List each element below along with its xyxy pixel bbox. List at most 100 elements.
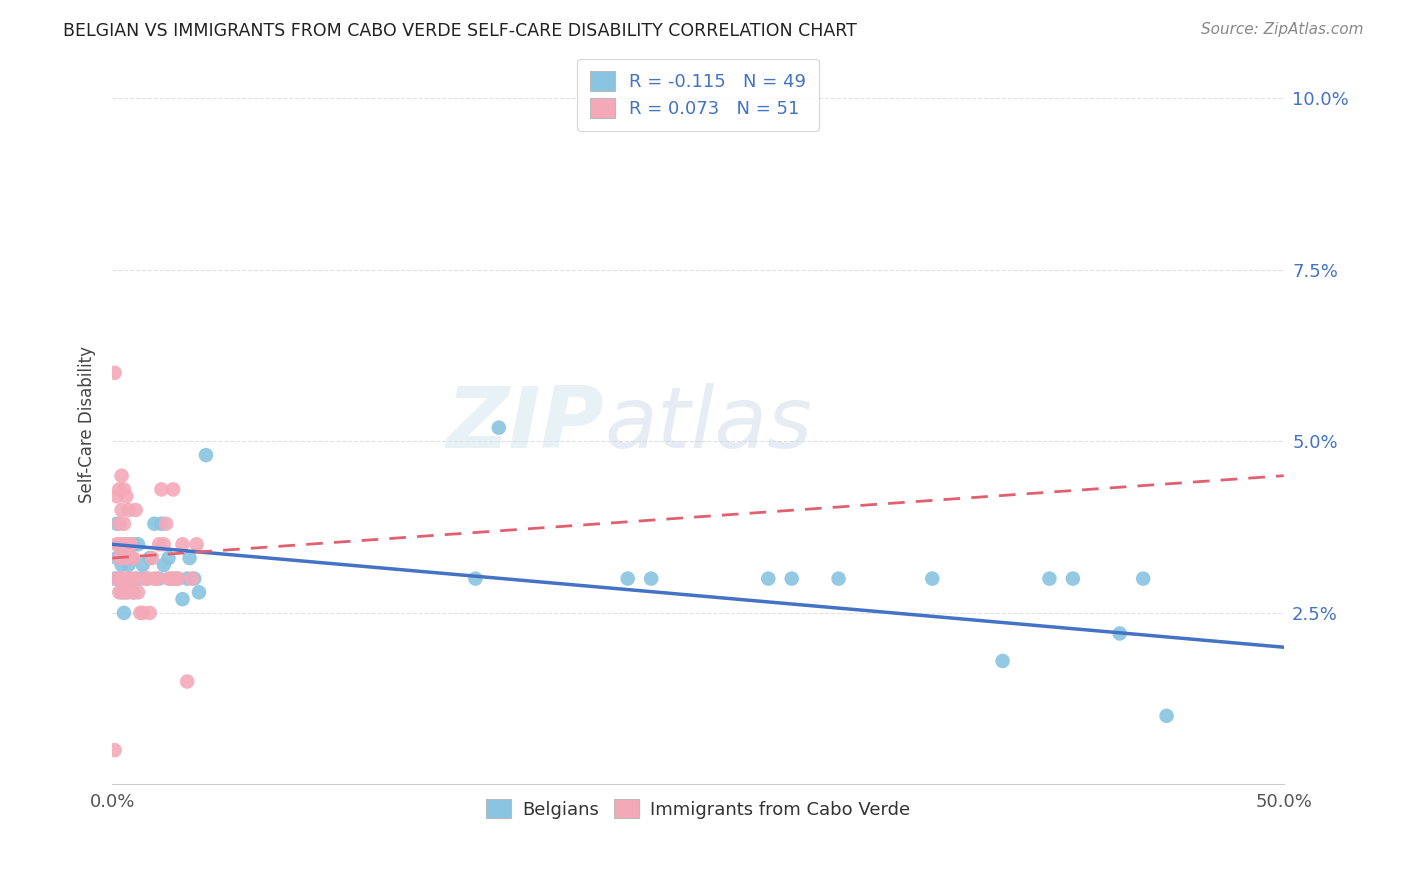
Point [117, 503, 139, 517]
Point [150, 483, 173, 497]
Point [117, 585, 139, 599]
Point [110, 558, 132, 572]
Point [127, 585, 149, 599]
Point [115, 537, 138, 551]
Point [136, 572, 159, 586]
Point [464, 572, 486, 586]
Point [162, 483, 184, 497]
Point [108, 585, 131, 599]
Point [103, 572, 125, 586]
Point [921, 572, 943, 586]
Point [176, 572, 198, 586]
Point [122, 585, 145, 599]
Point [124, 503, 146, 517]
Y-axis label: Self-Care Disability: Self-Care Disability [79, 346, 96, 503]
Point [131, 606, 153, 620]
Point [187, 585, 209, 599]
Point [827, 572, 849, 586]
Point [138, 606, 160, 620]
Point [127, 537, 149, 551]
Point [134, 572, 156, 586]
Point [162, 572, 184, 586]
Point [616, 572, 638, 586]
Point [110, 572, 132, 586]
Point [1038, 572, 1060, 586]
Point [172, 592, 194, 607]
Point [112, 516, 135, 531]
Point [1156, 708, 1178, 723]
Point [112, 483, 135, 497]
Point [148, 537, 170, 551]
Point [105, 516, 128, 531]
Point [120, 551, 142, 566]
Point [105, 489, 128, 503]
Point [112, 606, 135, 620]
Text: atlas: atlas [605, 383, 813, 466]
Point [166, 572, 188, 586]
Point [105, 551, 128, 566]
Point [152, 558, 174, 572]
Point [166, 572, 188, 586]
Point [157, 572, 180, 586]
Point [108, 572, 131, 586]
Point [194, 448, 217, 462]
Point [756, 572, 779, 586]
Point [145, 572, 167, 586]
Point [122, 537, 145, 551]
Point [179, 551, 201, 566]
Point [108, 483, 131, 497]
Point [103, 743, 125, 757]
Point [115, 585, 138, 599]
Point [124, 572, 146, 586]
Point [150, 516, 173, 531]
Point [152, 537, 174, 551]
Point [105, 572, 128, 586]
Text: BELGIAN VS IMMIGRANTS FROM CABO VERDE SELF-CARE DISABILITY CORRELATION CHART: BELGIAN VS IMMIGRANTS FROM CABO VERDE SE… [63, 22, 858, 40]
Text: ZIP: ZIP [447, 383, 605, 466]
Point [112, 551, 135, 566]
Point [105, 537, 128, 551]
Point [108, 551, 131, 566]
Point [117, 558, 139, 572]
Point [129, 606, 152, 620]
Point [108, 516, 131, 531]
Point [1108, 626, 1130, 640]
Point [120, 572, 142, 586]
Legend: Belgians, Immigrants from Cabo Verde: Belgians, Immigrants from Cabo Verde [479, 791, 917, 826]
Point [122, 551, 145, 566]
Point [117, 572, 139, 586]
Point [110, 503, 132, 517]
Point [176, 674, 198, 689]
Point [122, 585, 145, 599]
Point [180, 572, 202, 586]
Point [115, 537, 138, 551]
Point [159, 572, 181, 586]
Point [115, 572, 138, 586]
Text: Source: ZipAtlas.com: Source: ZipAtlas.com [1201, 22, 1364, 37]
Point [172, 537, 194, 551]
Point [1062, 572, 1084, 586]
Point [129, 572, 152, 586]
Point [103, 366, 125, 380]
Point [108, 537, 131, 551]
Point [110, 537, 132, 551]
Point [112, 551, 135, 566]
Point [117, 551, 139, 566]
Point [138, 551, 160, 566]
Point [110, 585, 132, 599]
Point [991, 654, 1014, 668]
Point [136, 572, 159, 586]
Point [143, 572, 166, 586]
Point [148, 572, 170, 586]
Point [165, 572, 187, 586]
Point [157, 551, 180, 566]
Point [141, 551, 163, 566]
Point [115, 489, 138, 503]
Point [120, 537, 142, 551]
Point [780, 572, 803, 586]
Point [143, 516, 166, 531]
Point [124, 572, 146, 586]
Point [1132, 572, 1154, 586]
Point [155, 516, 177, 531]
Point [112, 585, 135, 599]
